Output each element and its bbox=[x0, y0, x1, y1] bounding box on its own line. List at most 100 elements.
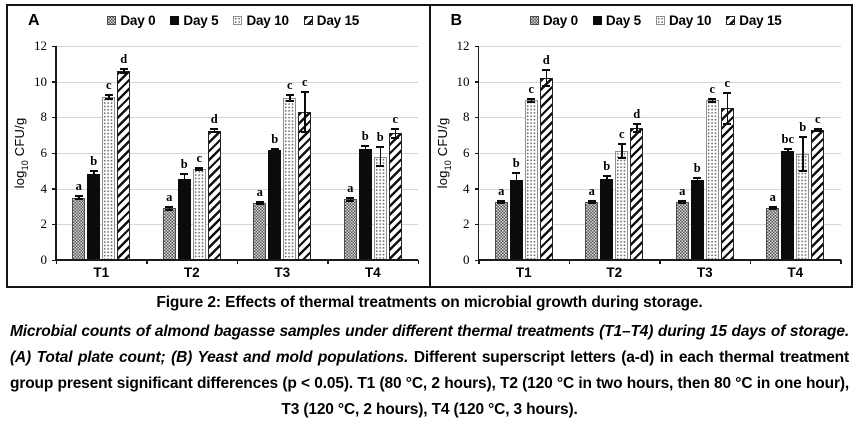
bar-day-5-t1 bbox=[87, 173, 101, 260]
error-bar-cap-bottom bbox=[391, 136, 400, 139]
significance-letter: d bbox=[542, 53, 550, 68]
error-bar bbox=[108, 95, 110, 99]
error-bar-cap-top bbox=[361, 145, 370, 148]
y-axis-tick bbox=[474, 259, 479, 261]
legend-item-day-0: Day 0 bbox=[529, 13, 578, 28]
legend-item-day-0: Day 0 bbox=[107, 13, 156, 28]
legend-label-day-15: Day 15 bbox=[316, 13, 360, 28]
significance-letter: a bbox=[256, 184, 263, 199]
y-tick-label-6: 6 bbox=[463, 145, 470, 160]
x-axis-label-t1: T1 bbox=[515, 265, 532, 280]
error-bar-cap-top bbox=[119, 67, 128, 70]
error-bar bbox=[591, 200, 593, 204]
figure-2-charts: A Day 0 Day 5 Day 10 Day 15 0 2 4 6 8 10 12 log10 CF… bbox=[6, 4, 853, 288]
error-bar-cap-bottom bbox=[542, 85, 551, 88]
significance-letter: b bbox=[799, 119, 807, 134]
error-bar bbox=[168, 207, 170, 210]
significance-letter: c bbox=[196, 150, 203, 165]
error-bar-cap-top bbox=[391, 127, 400, 130]
error-bar bbox=[500, 200, 502, 204]
bar-day-0-t2 bbox=[585, 202, 599, 260]
legend-label-day-15: Day 15 bbox=[739, 13, 782, 28]
bar-day-5-t3 bbox=[268, 150, 282, 260]
y-axis-title: log10 CFU/g bbox=[12, 117, 30, 189]
error-bar-cap-bottom bbox=[587, 202, 596, 205]
error-bar-cap-top bbox=[798, 135, 807, 138]
bar-day-15-t2 bbox=[630, 128, 644, 260]
significance-letter: b bbox=[603, 159, 611, 174]
significance-letter: c bbox=[286, 77, 293, 92]
legend-marker-day-5-icon bbox=[170, 16, 180, 25]
bar-day-0-t2 bbox=[162, 208, 176, 260]
caption-title: Figure 2: Effects of thermal treatments … bbox=[156, 294, 703, 311]
significance-letter: c bbox=[392, 111, 399, 126]
error-bar-cap-bottom bbox=[270, 151, 279, 154]
y-axis-tick bbox=[52, 81, 56, 83]
significance-letter: c bbox=[724, 76, 731, 91]
y-tick-label-2: 2 bbox=[463, 216, 470, 232]
error-bar-cap-bottom bbox=[678, 202, 687, 205]
y-tick-label-8: 8 bbox=[40, 109, 48, 125]
significance-letter: b bbox=[512, 155, 520, 170]
gridline-y-8 bbox=[478, 117, 841, 119]
significance-letter: c bbox=[301, 75, 308, 90]
bar-day-15-t3 bbox=[720, 108, 734, 260]
significance-letter: b bbox=[376, 129, 384, 144]
error-bar-cap-top bbox=[632, 122, 641, 125]
x-axis-tick bbox=[659, 260, 661, 264]
significance-letter: c bbox=[528, 82, 535, 97]
gridline-y-4 bbox=[478, 188, 841, 190]
significance-letter: a bbox=[166, 190, 173, 205]
error-bar-cap-bottom bbox=[104, 97, 113, 100]
y-tick-label-0: 0 bbox=[40, 252, 48, 267]
bar-day-5-t1 bbox=[509, 179, 523, 260]
error-bar-cap-top bbox=[497, 199, 506, 202]
error-bar-cap-bottom bbox=[89, 175, 98, 178]
significance-letter: b bbox=[271, 131, 279, 146]
error-bar-cap-bottom bbox=[285, 99, 294, 102]
error-bar-cap-top bbox=[270, 147, 279, 150]
error-bar-cap-bottom bbox=[195, 169, 204, 172]
significance-letter: d bbox=[210, 112, 218, 127]
error-bar-cap-bottom bbox=[708, 101, 717, 104]
bar-day-10-t3 bbox=[705, 100, 719, 260]
bar-day-5-t4 bbox=[358, 148, 372, 260]
y-tick-label-10: 10 bbox=[456, 73, 470, 89]
error-bar-cap-bottom bbox=[813, 129, 822, 132]
y-axis-tick bbox=[52, 259, 56, 261]
gridline-y-8 bbox=[56, 117, 418, 119]
bar-day-15-t4 bbox=[811, 129, 825, 260]
error-bar bbox=[696, 178, 698, 182]
error-bar-cap-top bbox=[195, 166, 204, 169]
error-bar bbox=[621, 144, 623, 158]
error-bar bbox=[711, 98, 713, 103]
y-axis-tick bbox=[474, 152, 479, 154]
significance-letter: a bbox=[588, 183, 595, 198]
error-bar-cap-bottom bbox=[527, 100, 536, 103]
error-bar bbox=[274, 148, 276, 153]
significance-letter: b bbox=[180, 156, 188, 171]
error-bar-cap-top bbox=[617, 143, 626, 146]
significance-letter: a bbox=[498, 183, 505, 198]
y-axis-tick bbox=[474, 188, 479, 190]
error-bar-cap-top bbox=[693, 177, 702, 180]
error-bar-cap-top bbox=[678, 199, 687, 202]
significance-letter: a bbox=[769, 190, 776, 205]
chart-panel-a: A Day 0 Day 5 Day 10 Day 15 0 2 4 6 8 10 12 log10 CF… bbox=[6, 4, 431, 288]
error-bar-cap-bottom bbox=[180, 183, 189, 186]
bar-day-0-t1 bbox=[494, 202, 508, 260]
y-tick-label-8: 8 bbox=[463, 109, 470, 125]
significance-letter: d bbox=[633, 106, 641, 121]
x-axis-tick bbox=[417, 260, 419, 264]
legend-label-day-10: Day 10 bbox=[246, 13, 289, 28]
error-bar bbox=[636, 123, 638, 133]
significance-letter: b bbox=[361, 129, 369, 144]
x-axis-label-t4: T4 bbox=[364, 265, 381, 280]
error-bar-cap-bottom bbox=[361, 149, 370, 152]
error-bar-cap-top bbox=[285, 93, 294, 96]
x-axis-label-t2: T2 bbox=[183, 265, 200, 280]
bar-day-0-t1 bbox=[72, 197, 86, 260]
y-tick-label-0: 0 bbox=[463, 252, 470, 267]
x-axis-tick bbox=[568, 260, 570, 264]
bar-day-0-t3 bbox=[253, 202, 267, 260]
